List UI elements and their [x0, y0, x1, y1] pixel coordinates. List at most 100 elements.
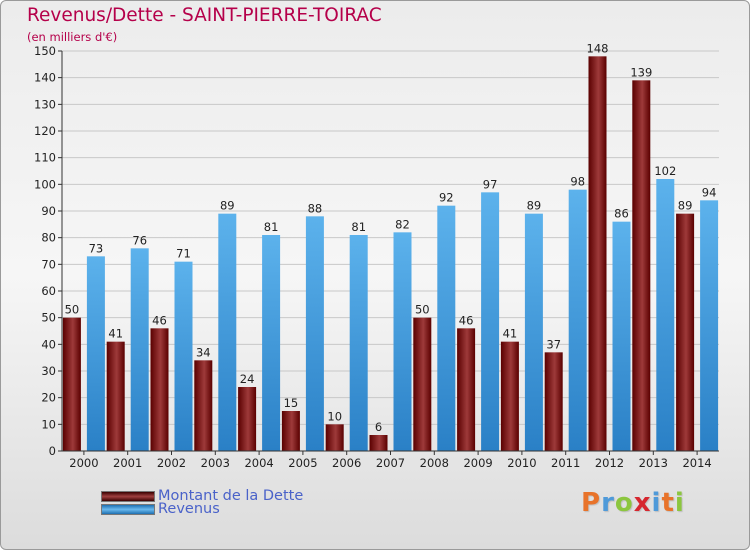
- x-tick-label: 2002: [157, 456, 186, 470]
- logo-letter: i: [651, 488, 662, 518]
- data-label-debt: 10: [327, 409, 342, 423]
- legend-item-revenue: Revenus: [101, 501, 220, 517]
- data-label-revenue: 71: [176, 247, 191, 261]
- bar-debt: [194, 360, 213, 451]
- x-tick-label: 2009: [463, 456, 492, 470]
- data-label-revenue: 82: [395, 217, 410, 231]
- bar-debt: [676, 213, 695, 451]
- y-tick-label: 50: [41, 311, 56, 325]
- y-tick-label: 10: [41, 417, 56, 431]
- bar-revenue: [174, 261, 193, 451]
- bar-revenue: [349, 235, 368, 451]
- bar-debt: [588, 56, 607, 451]
- logo-letter: o: [614, 488, 634, 518]
- x-tick-label: 2013: [639, 456, 668, 470]
- data-label-debt: 89: [678, 199, 693, 213]
- bar-revenue: [262, 235, 281, 451]
- logo-letter: r: [601, 488, 615, 518]
- bar-debt: [106, 341, 125, 451]
- data-label-revenue: 76: [132, 233, 147, 247]
- bar-revenue: [86, 256, 105, 451]
- x-tick-label: 2012: [595, 456, 624, 470]
- bar-revenue: [481, 192, 500, 452]
- data-label-revenue: 88: [308, 201, 323, 215]
- bar-revenue: [700, 200, 719, 451]
- legend-swatch-debt: [101, 490, 155, 502]
- y-tick-label: 130: [34, 97, 56, 111]
- legend-swatch-revenue: [101, 503, 155, 515]
- bar-revenue: [218, 213, 237, 451]
- legend-label-revenue: Revenus: [158, 501, 220, 517]
- bar-debt: [325, 424, 344, 451]
- y-tick-label: 140: [34, 71, 56, 85]
- x-tick-label: 2014: [682, 456, 711, 470]
- bar-debt: [544, 352, 563, 451]
- y-tick-label: 0: [49, 444, 56, 458]
- data-label-revenue: 81: [351, 220, 366, 234]
- bar-revenue: [130, 248, 149, 451]
- logo-letter: i: [674, 488, 685, 518]
- logo-letter: P: [581, 488, 602, 518]
- bar-revenue: [656, 179, 675, 451]
- bar-debt: [281, 411, 300, 451]
- data-label-revenue: 89: [527, 199, 542, 213]
- bar-revenue: [612, 221, 631, 451]
- data-label-revenue: 98: [570, 175, 585, 189]
- data-label-revenue: 92: [439, 191, 454, 205]
- data-label-debt: 15: [284, 396, 299, 410]
- bar-debt: [238, 387, 257, 451]
- bar-debt: [369, 435, 388, 451]
- bar-debt: [62, 317, 81, 451]
- data-label-debt: 46: [459, 313, 474, 327]
- data-label-revenue: 86: [614, 207, 629, 221]
- bar-debt: [413, 317, 432, 451]
- data-label-revenue: 89: [220, 199, 235, 213]
- logo-letter: t: [661, 488, 675, 518]
- x-tick-label: 2004: [244, 456, 273, 470]
- y-tick-label: 60: [41, 284, 56, 298]
- x-tick-label: 2010: [507, 456, 536, 470]
- data-label-revenue: 73: [89, 241, 104, 255]
- bar-debt: [500, 341, 519, 451]
- data-label-debt: 50: [415, 303, 430, 317]
- x-tick-label: 2005: [288, 456, 317, 470]
- bar-debt: [150, 328, 169, 451]
- data-label-debt: 139: [630, 65, 652, 79]
- x-tick-label: 2001: [113, 456, 142, 470]
- y-tick-label: 110: [34, 151, 56, 165]
- bar-revenue: [568, 189, 587, 451]
- data-label-debt: 41: [503, 327, 518, 341]
- x-tick-label: 2000: [69, 456, 98, 470]
- data-label-debt: 24: [240, 372, 255, 386]
- bar-revenue: [305, 216, 324, 451]
- y-tick-label: 120: [34, 124, 56, 138]
- x-tick-label: 2003: [201, 456, 230, 470]
- chart-title: Revenus/Dette - SAINT-PIERRE-TOIRAC: [27, 5, 382, 26]
- bar-revenue: [437, 205, 456, 451]
- y-tick-label: 40: [41, 337, 56, 351]
- bar-revenue: [393, 232, 412, 451]
- data-label-debt: 37: [546, 337, 561, 351]
- data-label-revenue: 81: [264, 220, 279, 234]
- y-tick-label: 30: [41, 364, 56, 378]
- data-label-debt: 41: [108, 327, 123, 341]
- x-tick-label: 2006: [332, 456, 361, 470]
- y-tick-label: 70: [41, 257, 56, 271]
- data-label-revenue: 102: [654, 164, 676, 178]
- data-label-debt: 46: [152, 313, 167, 327]
- legend-label-debt: Montant de la Dette: [158, 488, 304, 504]
- x-tick-label: 2011: [551, 456, 580, 470]
- chart-subtitle: (en milliers d'€): [27, 30, 118, 44]
- bar-debt: [457, 328, 476, 451]
- data-label-debt: 50: [65, 303, 80, 317]
- bar-debt: [632, 80, 651, 451]
- data-label-debt: 148: [587, 41, 609, 55]
- data-label-debt: 34: [196, 345, 211, 359]
- x-tick-label: 2007: [376, 456, 405, 470]
- y-tick-label: 100: [34, 177, 56, 191]
- y-tick-label: 80: [41, 231, 56, 245]
- data-label-revenue: 94: [702, 185, 717, 199]
- y-tick-label: 20: [41, 391, 56, 405]
